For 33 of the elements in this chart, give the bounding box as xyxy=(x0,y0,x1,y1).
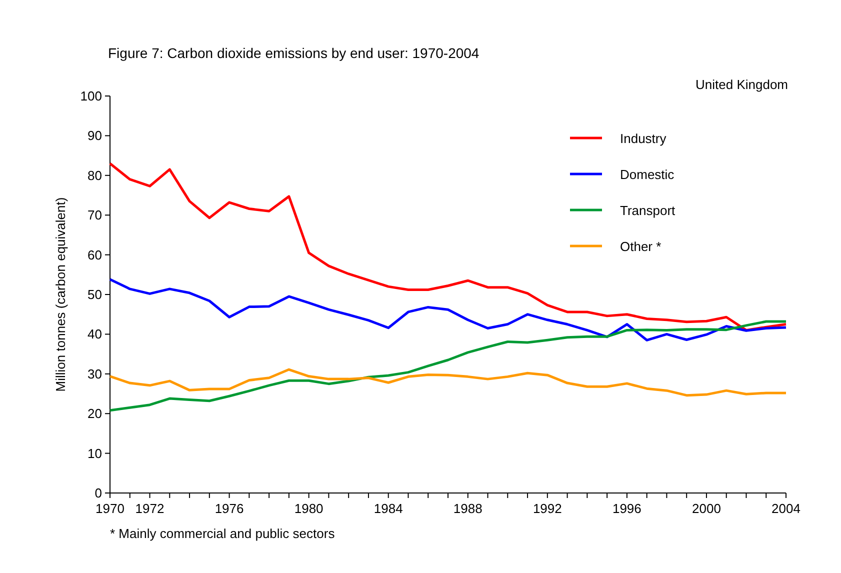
x-tick-label: 1972 xyxy=(135,501,164,516)
legend-label: Domestic xyxy=(620,167,675,182)
x-tick-label: 1976 xyxy=(214,501,244,516)
line-series xyxy=(108,278,788,342)
legend-label: Transport xyxy=(620,203,676,218)
y-tick-label: 60 xyxy=(88,247,102,262)
y-tick-label: 100 xyxy=(80,88,102,104)
legend-label: Other * xyxy=(620,239,662,254)
y-tick-label: 50 xyxy=(88,287,102,302)
y-axis-title: Million tonnes (carbon equivalent) xyxy=(53,197,68,392)
y-tick-label: 40 xyxy=(88,326,102,342)
x-tick-label: 1988 xyxy=(453,501,482,516)
x-tick-label: 1984 xyxy=(374,501,403,516)
y-tick-label: 30 xyxy=(88,366,102,382)
x-tick-label: 2004 xyxy=(772,501,800,516)
x-tick-label: 1980 xyxy=(294,501,324,516)
y-tick-label: 70 xyxy=(88,208,102,223)
x-tick-label: 1970 xyxy=(96,501,124,516)
y-tick-label: 20 xyxy=(88,406,102,422)
text: * Mainly commercial and public sectors xyxy=(110,526,336,541)
chart-title: Figure 7: Carbon dioxide emissions by end user: 1970-2004 xyxy=(108,45,480,61)
line-series xyxy=(108,320,788,412)
y-tick-label: 80 xyxy=(88,168,102,183)
x-tick-label: 1992 xyxy=(532,501,562,516)
text: United Kingdom xyxy=(696,77,788,92)
y-tick-label: 10 xyxy=(88,446,102,461)
x-tick-label: 2000 xyxy=(692,501,721,516)
line-series xyxy=(108,162,788,332)
x-tick-label: 1996 xyxy=(612,501,642,516)
line-series xyxy=(108,368,788,397)
y-tick-label: 90 xyxy=(88,128,102,144)
y-tick-label: 0 xyxy=(94,486,102,500)
legend-label: Industry xyxy=(620,131,667,146)
